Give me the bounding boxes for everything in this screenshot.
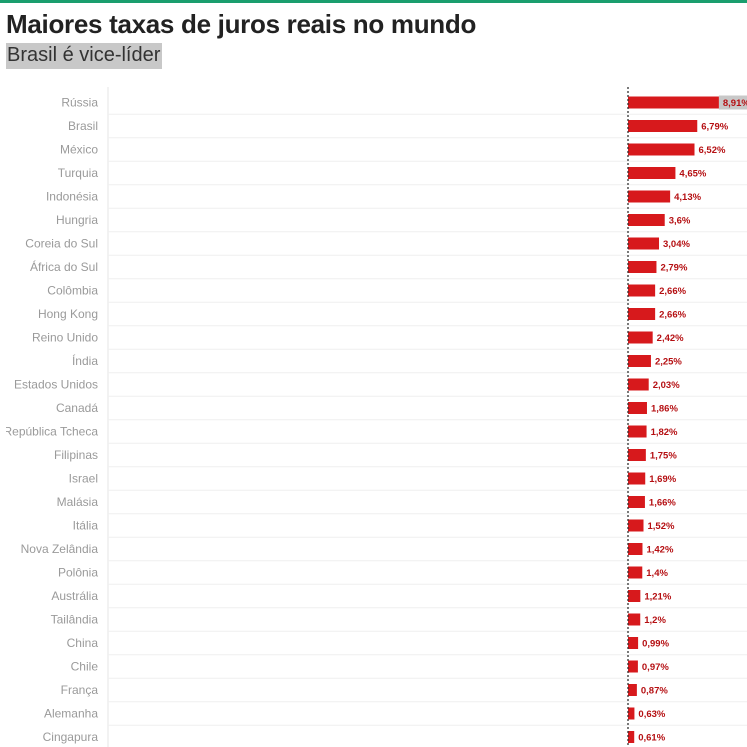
bar [628, 261, 657, 273]
category-label: Rússia [61, 96, 98, 110]
bar [628, 355, 651, 367]
bar [628, 496, 645, 508]
category-label: Alemanha [44, 707, 98, 721]
value-label: 0,97% [642, 662, 669, 673]
value-label: 2,42% [657, 333, 684, 344]
bar-chart: Rússia 8,91% Brasil 6,79% México 6,52% Turquia… [6, 87, 747, 747]
value-label: 3,04% [663, 239, 690, 250]
value-label: 1,21% [644, 592, 671, 603]
value-label: 2,03% [653, 380, 680, 391]
category-label: Hungria [56, 213, 98, 227]
category-label: Brasil [68, 119, 98, 133]
value-label: 4,65% [679, 169, 706, 180]
category-label: Indonésia [46, 190, 98, 204]
bar [628, 284, 656, 297]
category-label: Cingapura [43, 730, 99, 744]
bar [628, 425, 647, 438]
value-label: 1,75% [650, 451, 677, 462]
category-label: Nova Zelândia [21, 542, 99, 556]
category-label: Chile [71, 660, 99, 674]
bar [628, 190, 671, 203]
category-label: França [61, 683, 99, 697]
value-label: 0,99% [642, 639, 669, 650]
bar [628, 637, 639, 649]
bar [628, 707, 635, 720]
bar [628, 731, 635, 743]
category-label: China [67, 636, 99, 650]
bar [628, 308, 656, 320]
value-label: 1,69% [649, 474, 676, 485]
bar [628, 613, 641, 626]
value-label: 4,13% [674, 192, 701, 203]
value-label: 6,52% [699, 145, 726, 156]
value-label: 2,66% [659, 286, 686, 297]
value-label: 1,2% [644, 615, 666, 626]
category-label: África do Sul [30, 259, 98, 274]
category-label: Colômbia [47, 284, 98, 298]
category-label: Filipinas [54, 448, 98, 462]
bar [628, 449, 646, 461]
bar [628, 214, 665, 226]
value-label: 1,52% [648, 521, 675, 532]
bar [628, 590, 641, 602]
bar [628, 167, 676, 179]
value-label: 1,86% [651, 404, 678, 415]
value-label: 1,4% [646, 568, 668, 579]
category-label: Polônia [58, 566, 98, 580]
value-label: 2,79% [660, 263, 687, 274]
bar [628, 237, 660, 250]
category-label: Índia [72, 353, 98, 368]
category-label: Reino Unido [32, 331, 98, 345]
accent-rule [0, 0, 747, 3]
bar [628, 331, 653, 344]
bar [628, 96, 719, 109]
chart-subtitle: Brasil é vice-líder [6, 43, 163, 69]
value-label: 1,42% [646, 545, 673, 556]
category-label: México [60, 143, 98, 157]
bar [628, 660, 638, 673]
bar [628, 120, 698, 132]
value-label: 1,82% [651, 427, 678, 438]
category-label: Canadá [56, 401, 98, 415]
bar-chart-svg: Rússia 8,91% Brasil 6,79% México 6,52% Turquia… [6, 87, 747, 747]
bar [628, 143, 695, 156]
bar [628, 684, 637, 696]
value-label: 2,66% [659, 310, 686, 321]
value-label: 2,25% [655, 357, 682, 368]
bar [628, 402, 647, 414]
value-label: 8,91% [723, 98, 747, 109]
bar [628, 472, 646, 485]
category-label: Itália [73, 519, 99, 533]
value-label: 0,87% [641, 686, 668, 697]
category-label: Malásia [57, 495, 99, 509]
value-label: 1,66% [649, 498, 676, 509]
value-label: 0,63% [638, 709, 665, 720]
bar [628, 519, 644, 532]
value-label-highlight [718, 95, 747, 110]
bar [628, 566, 643, 579]
category-label: Coreia do Sul [25, 237, 98, 251]
bar [628, 543, 643, 555]
category-label: Israel [69, 472, 98, 486]
category-label: Estados Unidos [14, 378, 98, 392]
category-label: Hong Kong [38, 307, 98, 321]
value-label: 0,61% [638, 733, 665, 744]
bar [628, 378, 649, 391]
category-label: República Tcheca [6, 425, 98, 439]
value-label: 3,6% [669, 216, 691, 227]
category-label: Austrália [51, 589, 98, 603]
value-label: 6,79% [701, 122, 728, 133]
category-label: Turquia [58, 166, 99, 180]
category-label: Tailândia [51, 613, 99, 627]
chart-title: Maiores taxas de juros reais no mundo [6, 9, 477, 39]
